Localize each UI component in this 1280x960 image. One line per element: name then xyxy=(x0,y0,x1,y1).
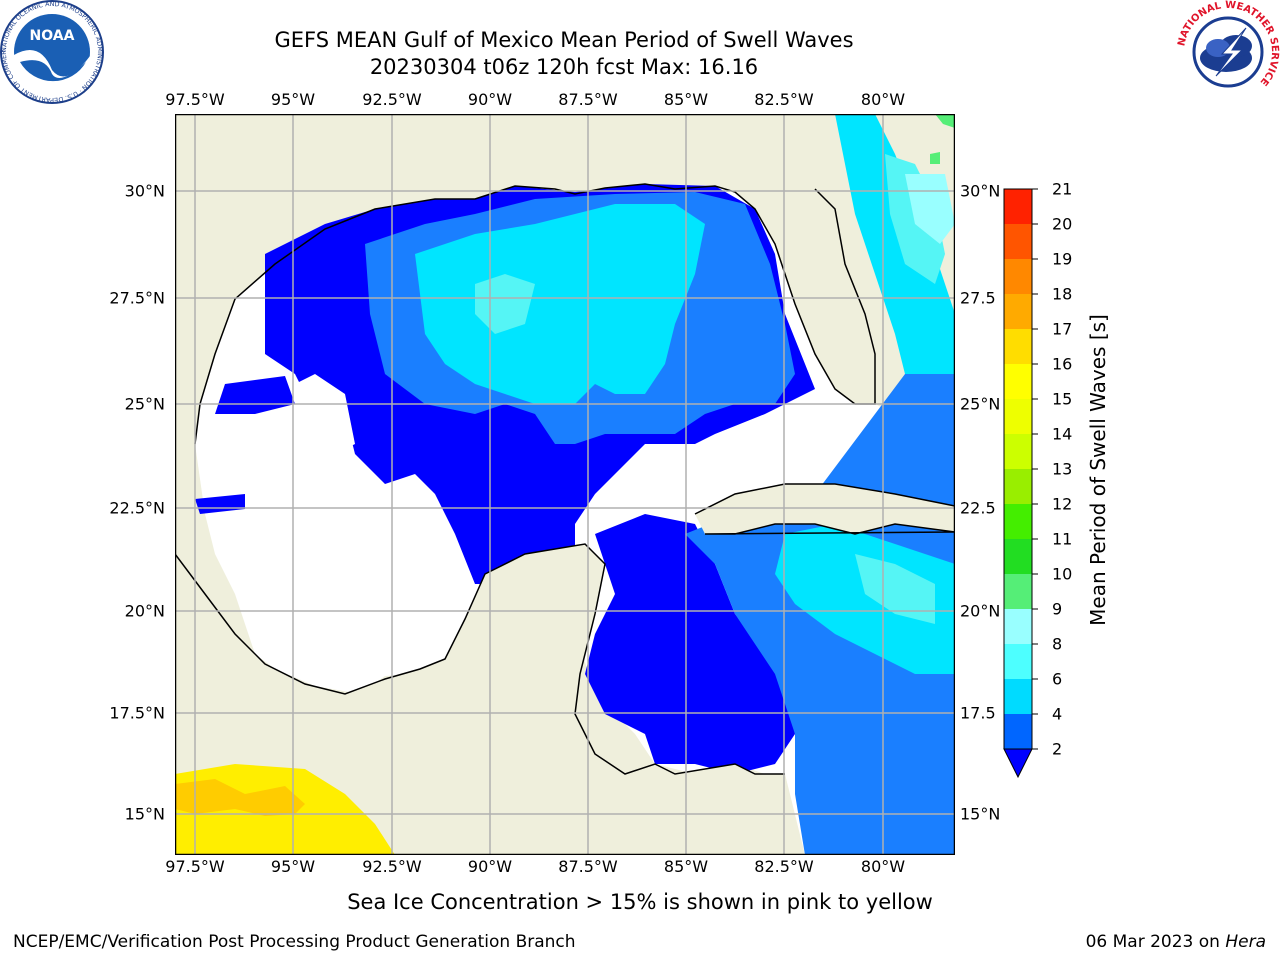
lon-label-top: 82.5°W xyxy=(754,90,814,109)
lon-label-bottom: 92.5°W xyxy=(362,857,422,876)
colorbar-segment xyxy=(1004,259,1032,294)
colorbar-tick-label: 10 xyxy=(1052,564,1073,584)
colorbar-tick-label: 18 xyxy=(1052,284,1073,304)
colorbar-tick-label: 2 xyxy=(1052,739,1063,759)
colorbar-segment xyxy=(1004,574,1032,609)
nws-logo: NATIONAL WEATHER SERVICE xyxy=(1176,0,1280,103)
colorbar-segment xyxy=(1004,434,1032,469)
credit-right: 06 Mar 2023 on Hera xyxy=(1086,932,1266,952)
colorbar-tick-label: 21 xyxy=(1052,179,1073,199)
colorbar-segment xyxy=(1004,644,1032,679)
lat-label-left: 17.5°N xyxy=(109,703,165,723)
lon-label-bottom: 90°W xyxy=(467,857,513,876)
colorbar-tick-label: 11 xyxy=(1052,529,1073,549)
colorbar-segment xyxy=(1004,364,1032,399)
colorbar-tick-label: 16 xyxy=(1052,354,1073,374)
colorbar-tick-label: 4 xyxy=(1052,704,1063,724)
colorbar-tick-label: 8 xyxy=(1052,634,1063,654)
lat-label-right: 15°N xyxy=(960,804,1001,824)
colorbar-tick-label: 13 xyxy=(1052,459,1073,479)
colorbar-segment xyxy=(1004,539,1032,574)
swell-region-4-6 xyxy=(415,204,705,404)
map-panel xyxy=(175,114,955,855)
colorbar-label: Mean Period of Swell Waves [s] xyxy=(1086,314,1110,626)
colorbar-segment xyxy=(1004,714,1032,749)
colorbar-segment xyxy=(1004,399,1032,434)
lat-label-left: 27.5°N xyxy=(109,288,165,308)
lon-label-bottom: 85°W xyxy=(663,857,709,876)
lon-label-top: 92.5°W xyxy=(362,90,422,109)
lon-label-top: 85°W xyxy=(663,90,709,109)
lat-label-right: 25°N xyxy=(960,394,1001,414)
colorbar-tick-label: 20 xyxy=(1052,214,1073,234)
lon-label-top: 87.5°W xyxy=(558,90,618,109)
swell-region-low-south xyxy=(585,514,795,774)
lon-label-top: 95°W xyxy=(270,90,316,109)
colorbar-under-extension xyxy=(1003,748,1033,779)
lat-label-left: 20°N xyxy=(124,601,165,621)
lon-label-top: 90°W xyxy=(467,90,513,109)
land-cuba xyxy=(695,484,955,534)
colorbar-segment xyxy=(1004,679,1032,714)
colorbar-tick-label: 12 xyxy=(1052,494,1073,514)
sea-ice-note: Sea Ice Concentration > 15% is shown in … xyxy=(347,890,933,914)
colorbar-tick-label: 6 xyxy=(1052,669,1063,689)
colorbar-tick-label: 19 xyxy=(1052,249,1073,269)
colorbar-segment xyxy=(1004,294,1032,329)
colorbar-segment xyxy=(1004,504,1032,539)
noaa-logo: NATIONAL OCEANIC AND ATMOSPHERIC ADMINIS… xyxy=(0,0,104,104)
colorbar-segment xyxy=(1004,224,1032,259)
lat-label-right: 20°N xyxy=(960,601,1001,621)
lon-label-bottom: 82.5°W xyxy=(754,857,814,876)
lon-label-bottom: 87.5°W xyxy=(558,857,618,876)
lon-label-bottom: 95°W xyxy=(270,857,316,876)
lat-label-left: 25°N xyxy=(124,394,165,414)
colorbar-tick-label: 17 xyxy=(1052,319,1073,339)
colorbar-segment xyxy=(1004,189,1032,224)
map-gridlines xyxy=(175,114,955,855)
colorbar-segment xyxy=(1004,469,1032,504)
colorbar-tick-label: 15 xyxy=(1052,389,1073,409)
lon-label-top: 97.5°W xyxy=(165,90,225,109)
colorbar-segment xyxy=(1004,329,1032,364)
lat-label-right: 30°N xyxy=(960,181,1001,201)
lon-label-top: 80°W xyxy=(860,90,906,109)
lat-label-left: 30°N xyxy=(124,181,165,201)
colorbar-segment xyxy=(1004,609,1032,644)
colorbar-tick-label: 14 xyxy=(1052,424,1073,444)
coastline xyxy=(194,183,876,445)
chart-title-line2: 20230304 t06z 120h fcst Max: 16.16 xyxy=(369,55,759,79)
colorbar-tick-label: 9 xyxy=(1052,599,1063,619)
credit-date: 06 Mar 2023 on xyxy=(1085,932,1226,952)
lat-label-right: 17.5 xyxy=(960,703,996,723)
lat-label-right: 22.5 xyxy=(960,498,996,518)
lon-label-bottom: 97.5°W xyxy=(165,857,225,876)
lon-label-bottom: 80°W xyxy=(860,857,906,876)
land-florida xyxy=(735,184,885,399)
lat-label-left: 22.5°N xyxy=(109,498,165,518)
credit-host: Hera xyxy=(1225,932,1266,952)
chart-title-line1: GEFS MEAN Gulf of Mexico Mean Period of … xyxy=(274,28,854,52)
lat-label-right: 27.5 xyxy=(960,288,996,308)
colorbar xyxy=(1003,188,1038,779)
credit-left: NCEP/EMC/Verification Post Processing Pr… xyxy=(13,932,576,952)
svg-text:NOAA: NOAA xyxy=(30,28,75,44)
lat-label-left: 15°N xyxy=(124,804,165,824)
